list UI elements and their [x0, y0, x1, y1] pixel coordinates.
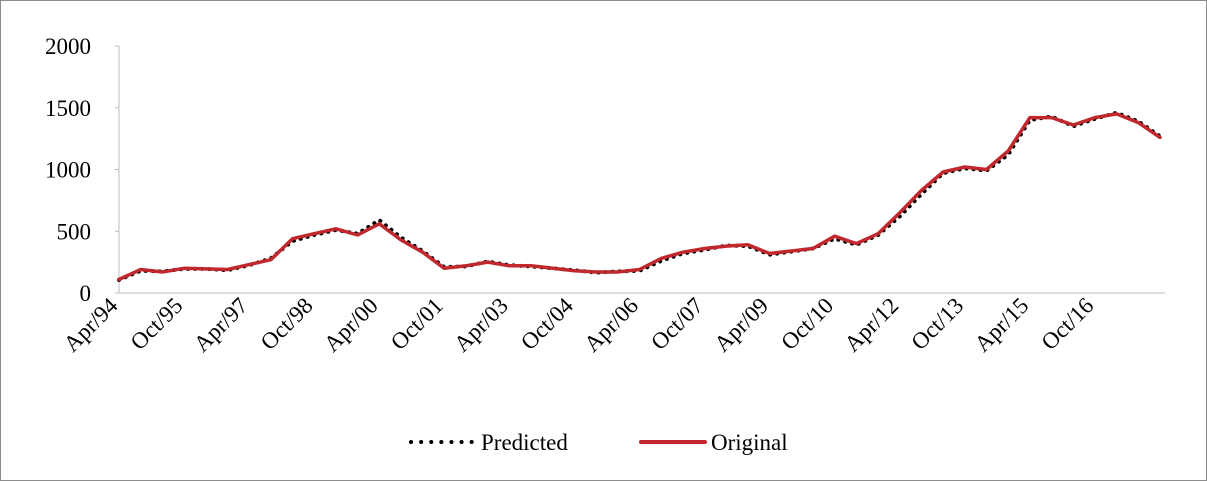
x-tick-label: Apr/06 [579, 293, 643, 357]
x-tick-label: Oct/04 [516, 293, 578, 355]
series-line [117, 112, 1162, 282]
x-tick-label: Oct/10 [776, 293, 838, 355]
x-tick-label: Apr/03 [449, 293, 513, 357]
y-tick-label: 500 [57, 219, 92, 244]
x-tick-label: Apr/12 [840, 293, 904, 357]
x-tick-label: Oct/95 [126, 293, 188, 355]
y-tick-label: 2000 [45, 34, 91, 59]
x-tick-label: Oct/16 [1037, 293, 1099, 355]
x-tick-label: Apr/00 [319, 293, 383, 357]
x-tick-label: Oct/13 [906, 293, 968, 355]
x-tick-label: Apr/97 [189, 293, 253, 357]
x-tick-label: Oct/07 [646, 293, 708, 355]
y-tick-label: 0 [80, 281, 92, 306]
y-tick-label: 1000 [45, 158, 91, 183]
y-tick-label: 1500 [45, 96, 91, 121]
x-tick-label: Apr/15 [970, 293, 1034, 357]
legend-label: Predicted [481, 430, 568, 455]
x-tick-label: Oct/98 [256, 293, 318, 355]
x-tick-label: Oct/01 [386, 293, 448, 355]
x-tick-label: Apr/09 [709, 293, 773, 357]
legend-label: Original [711, 430, 788, 455]
